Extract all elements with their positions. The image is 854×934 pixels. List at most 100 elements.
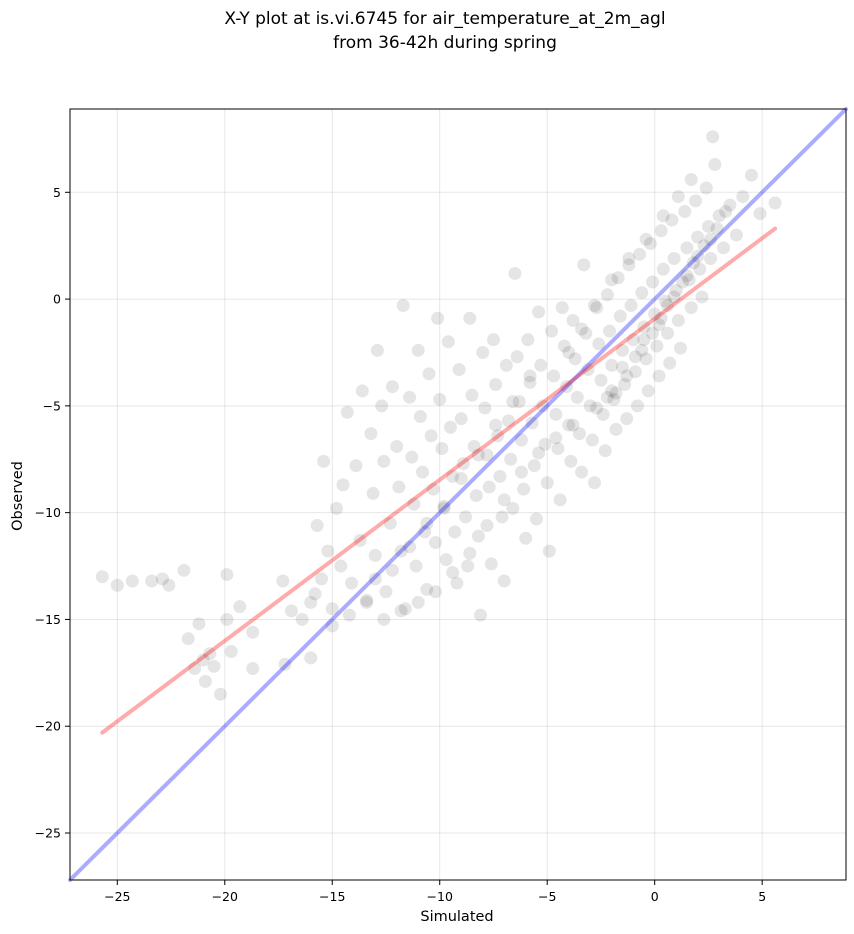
data-point [276,574,290,588]
data-point [426,482,440,496]
data-point [527,459,541,473]
data-point [564,454,578,468]
data-point [669,284,683,298]
data-point [585,433,599,447]
data-point [656,209,670,223]
data-point [246,662,260,676]
data-point [471,448,485,462]
data-point [315,572,329,586]
data-point [196,653,210,667]
y-tick-label: 0 [53,292,61,307]
identity-line [68,107,848,882]
data-point [684,301,698,315]
data-point [495,510,509,524]
data-point [532,446,546,460]
data-point [596,407,610,421]
data-point [334,559,348,573]
data-point [712,209,726,223]
data-point [145,574,159,588]
data-point [534,358,548,372]
data-point [637,320,651,334]
data-point [656,262,670,276]
data-point [502,414,516,428]
data-point [491,429,505,443]
data-point [557,339,571,353]
data-point [646,326,660,340]
data-point [497,574,511,588]
data-point [570,390,584,404]
data-point [695,290,709,304]
x-tick-label: 5 [758,889,766,904]
data-point [680,269,694,283]
data-point [437,499,451,513]
data-point [658,294,672,308]
x-tick-label: −5 [538,889,556,904]
data-point [454,412,468,426]
data-point [155,572,169,586]
data-point [203,647,217,661]
data-point [278,657,292,671]
y-tick-label: 5 [53,185,61,200]
data-point [452,363,466,377]
data-point [471,529,485,543]
data-point [744,168,758,182]
data-point [514,433,528,447]
data-point [716,241,730,255]
data-point [704,232,718,246]
y-tick-label: −20 [35,719,61,734]
data-point [605,384,619,398]
data-point [594,373,608,387]
data-point [220,612,234,626]
data-point [691,249,705,263]
data-point [394,544,408,558]
data-point [465,388,479,402]
data-point [398,602,412,616]
data-point [639,352,653,366]
data-point [519,531,533,545]
data-point [697,239,711,253]
data-point [478,401,492,415]
data-point [665,213,679,227]
data-point [536,399,550,413]
data-point [482,480,496,494]
data-point [661,298,675,312]
data-point [549,407,563,421]
data-point [370,343,384,357]
data-point [615,343,629,357]
data-point [706,130,720,144]
data-point [667,252,681,266]
data-point [353,533,367,547]
data-point [560,380,574,394]
data-point [598,444,612,458]
data-point [411,343,425,357]
data-point [456,457,470,471]
data-point [394,604,408,618]
data-point [407,497,421,511]
trend-lines [68,107,848,882]
data-point [626,333,640,347]
data-point [364,427,378,441]
data-point [345,576,359,590]
data-point [575,322,589,336]
data-point [575,465,589,479]
data-point [463,546,477,560]
data-point [489,378,503,392]
data-point [568,352,582,366]
data-point [476,345,490,359]
data-point [676,275,690,289]
data-point [463,311,477,325]
data-point [368,572,382,586]
data-point [420,583,434,597]
data-point [701,219,715,233]
data-point [368,548,382,562]
data-point [325,619,339,633]
data-point [590,401,604,415]
data-point [177,563,191,577]
x-tick-label: 0 [651,889,659,904]
data-point [497,493,511,507]
data-point [553,493,567,507]
data-point [437,501,451,515]
data-point [600,288,614,302]
data-point [512,395,526,409]
